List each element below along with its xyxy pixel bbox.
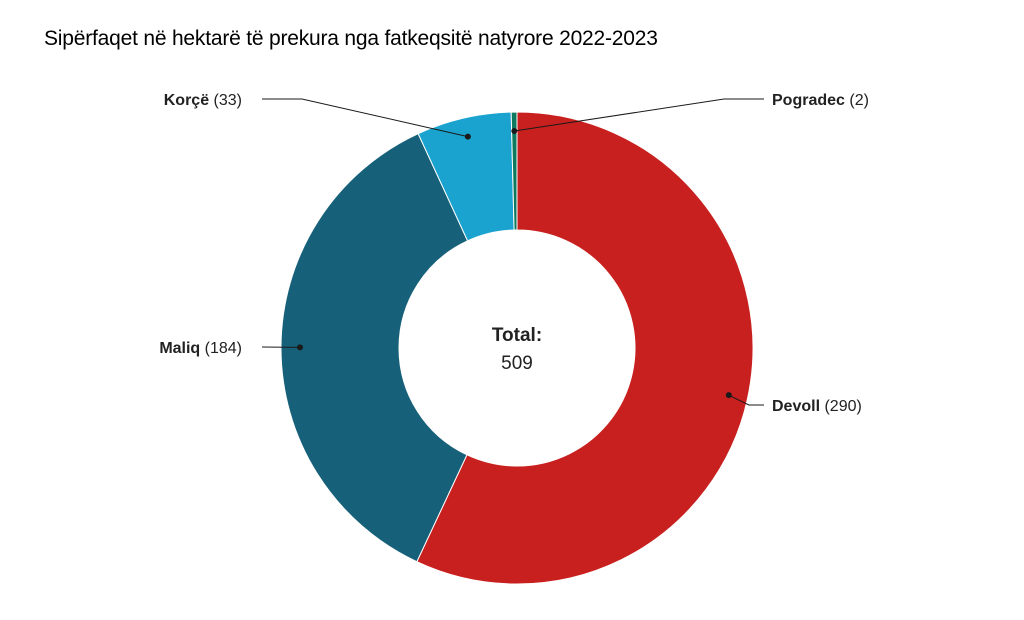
leader-line-korçë	[262, 98, 468, 138]
slice-devoll[interactable]	[416, 111, 754, 585]
leader-line-devoll	[728, 394, 764, 406]
slice-label-name: Devoll	[772, 398, 820, 415]
slice-label-devoll: Devoll (290)	[772, 398, 862, 415]
slice-label-value: (2)	[845, 92, 869, 109]
leader-line-pogradec	[514, 98, 764, 132]
slice-label-name: Maliq	[159, 340, 200, 357]
slice-label-maliq: Maliq (184)	[159, 340, 242, 357]
chart-title: Sipërfaqet në hektarë të prekura nga fat…	[44, 27, 658, 50]
center-total-label: Total:	[492, 325, 542, 346]
slice-label-name: Pogradec	[772, 92, 845, 109]
slice-maliq[interactable]	[280, 133, 469, 563]
slice-label-value: (184)	[200, 340, 242, 357]
donut-slices	[280, 111, 754, 585]
slice-labels: Devoll (290) Maliq (184) Korçë (33) Pograde…	[159, 92, 869, 415]
slice-label-name: Korçë	[164, 92, 209, 109]
leader-lines	[261, 98, 764, 406]
slice-label-pogradec: Pogradec (2)	[772, 92, 869, 109]
slice-label-value: (33)	[209, 92, 242, 109]
slice-label-value: (290)	[820, 398, 862, 415]
slice-label-korçë: Korçë (33)	[164, 92, 242, 109]
center-total-value: 509	[501, 353, 533, 374]
slice-pogradec[interactable]	[510, 111, 518, 231]
